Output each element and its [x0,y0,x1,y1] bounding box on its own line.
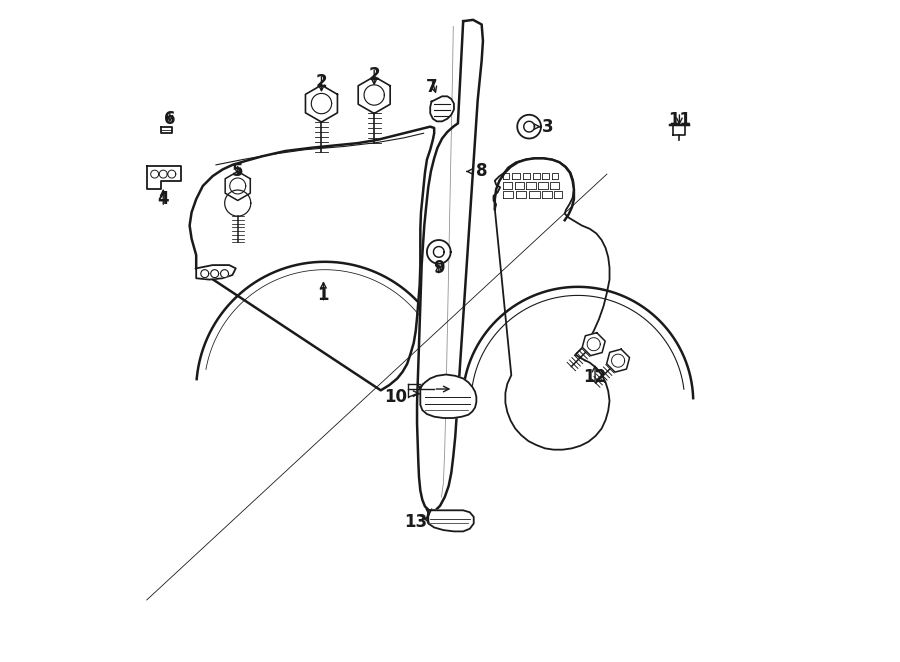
Polygon shape [168,170,176,178]
Polygon shape [225,171,250,201]
Polygon shape [524,121,535,132]
Polygon shape [201,269,209,277]
Polygon shape [493,158,609,449]
Text: 13: 13 [404,513,428,531]
Polygon shape [161,126,172,133]
Polygon shape [358,77,391,113]
Polygon shape [220,269,229,277]
Text: 11: 11 [668,111,691,129]
Text: 2: 2 [368,66,380,84]
Polygon shape [150,170,158,178]
Polygon shape [430,96,454,121]
Text: 4: 4 [158,190,169,208]
Polygon shape [673,124,685,134]
Text: 1: 1 [318,286,329,304]
Polygon shape [190,126,434,391]
Polygon shape [417,20,483,510]
Text: 12: 12 [583,368,607,386]
Text: 10: 10 [384,388,408,406]
Polygon shape [159,170,167,178]
Polygon shape [427,240,451,263]
Polygon shape [582,333,605,355]
Polygon shape [211,269,219,277]
Polygon shape [518,115,541,138]
Polygon shape [607,349,630,372]
Text: 6: 6 [164,110,176,128]
Polygon shape [196,265,236,279]
Text: 5: 5 [232,162,244,181]
Text: 2: 2 [316,73,328,91]
Text: 3: 3 [542,118,554,136]
Polygon shape [420,375,476,418]
Polygon shape [495,158,574,220]
Text: 9: 9 [433,259,445,277]
Polygon shape [434,246,444,258]
Polygon shape [147,166,181,189]
Polygon shape [225,190,251,216]
Text: 7: 7 [426,78,437,96]
Polygon shape [427,510,473,532]
Polygon shape [305,85,338,122]
Text: 8: 8 [476,162,488,181]
